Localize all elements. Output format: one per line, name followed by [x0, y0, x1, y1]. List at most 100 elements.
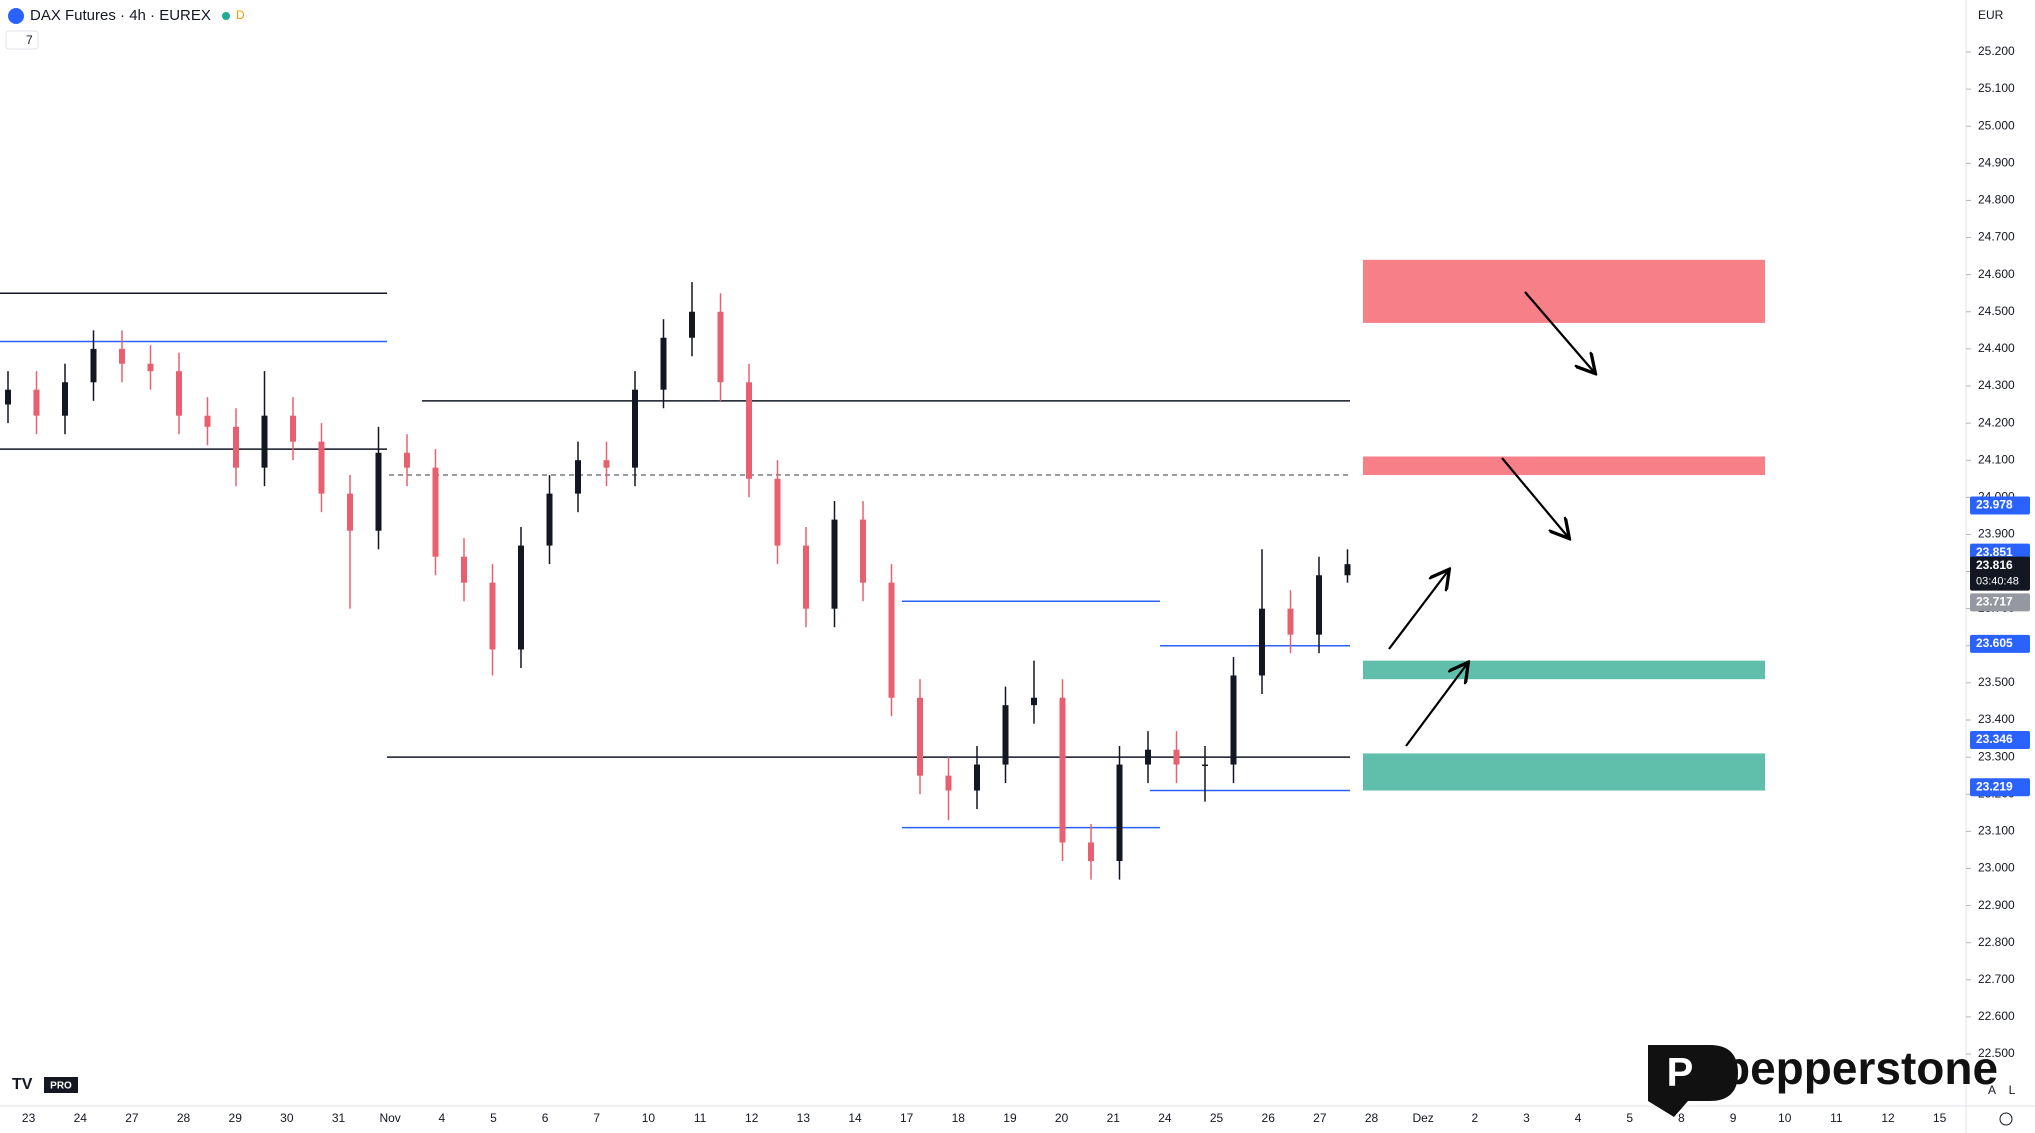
y-tick-label: 24.800: [1978, 193, 2015, 207]
x-tick-label: 9: [1730, 1111, 1737, 1125]
x-tick-label: 8: [1678, 1111, 1685, 1125]
y-tick-label: 24.100: [1978, 452, 2015, 466]
x-tick-label: 25: [1210, 1111, 1224, 1125]
y-tick-label: 23.000: [1978, 861, 2015, 875]
candle-body: [119, 348, 125, 364]
candle-body: [1344, 564, 1351, 576]
candle-body: [1259, 608, 1265, 676]
candle-body: [860, 519, 866, 583]
candle-body: [318, 441, 325, 494]
x-tick-label: 26: [1262, 1111, 1276, 1125]
candle-body: [176, 371, 182, 416]
x-tick-label: Dez: [1412, 1111, 1433, 1125]
candle-body: [632, 389, 638, 468]
currency: EUR: [1978, 8, 2004, 22]
candle-body: [746, 382, 752, 479]
arrow: [1501, 457, 1568, 537]
x-tick-label: 28: [1365, 1111, 1379, 1125]
x-tick-label: 11: [1830, 1111, 1843, 1125]
x-tick-label: 29: [229, 1111, 243, 1125]
candle-body: [261, 415, 268, 468]
y-tick-label: 24.700: [1978, 230, 2015, 244]
tv-pro-box: [44, 1077, 78, 1093]
scale-button[interactable]: A: [1988, 1083, 1996, 1097]
y-tick-label: 22.800: [1978, 935, 2015, 949]
arrow: [1388, 571, 1448, 650]
price-badge: [1970, 496, 2030, 515]
x-tick-label: 15: [1933, 1111, 1947, 1125]
price-badge: [1970, 634, 2030, 653]
candle-body: [974, 764, 980, 791]
candle-body: [33, 389, 40, 416]
x-tick-label: 10: [1778, 1111, 1792, 1125]
zone: [1363, 259, 1765, 323]
price-badge-label: 23.346: [1976, 732, 2013, 746]
candle-body: [5, 389, 11, 405]
price-badge: [1970, 778, 2030, 797]
candle-body: [803, 545, 809, 609]
y-tick-label: 24.600: [1978, 267, 2015, 281]
candle-body: [1088, 842, 1094, 862]
symbol-icon: [8, 8, 24, 24]
symbol-title: DAX Futures · 4h · EUREX: [30, 7, 211, 24]
x-tick-label: 5: [490, 1111, 497, 1125]
y-tick-label: 23.500: [1978, 675, 2015, 689]
price-badge-label: 23.978: [1976, 498, 2013, 512]
y-tick-label: 22.600: [1978, 1009, 2015, 1023]
candle-body: [831, 519, 838, 609]
candle-body: [689, 311, 695, 338]
candle-body: [147, 363, 154, 372]
candle-body: [1031, 697, 1037, 706]
x-tick-label: 30: [280, 1111, 294, 1125]
price-badge-label: 23.816: [1976, 558, 2013, 572]
candle-body: [1002, 705, 1009, 765]
candle-body: [717, 311, 724, 383]
y-tick-label: 24.300: [1978, 378, 2015, 392]
x-tick-label: Nov: [379, 1111, 400, 1125]
candle-body: [660, 337, 667, 390]
candle-body: [518, 545, 524, 650]
x-tick-label: 6: [542, 1111, 549, 1125]
candle-body: [347, 493, 353, 531]
y-tick-label: 22.500: [1978, 1046, 2015, 1060]
x-tick-label: 19: [1003, 1111, 1017, 1125]
candle-body: [461, 556, 467, 583]
x-tick-label: 27: [125, 1111, 139, 1125]
y-tick-label: 25.100: [1978, 81, 2015, 95]
settings-icon[interactable]: [1999, 1112, 2013, 1126]
tv-pro: PRO: [50, 1081, 72, 1092]
x-tick-label: 17: [900, 1111, 914, 1125]
status-dot: [222, 12, 230, 20]
candle-body: [1145, 749, 1151, 765]
x-tick-label: 20: [1055, 1111, 1069, 1125]
y-tick-label: 24.900: [1978, 155, 2015, 169]
y-tick-label: 25.200: [1978, 44, 2015, 58]
x-tick-label: 11: [694, 1111, 707, 1125]
candle-body: [489, 582, 496, 650]
x-tick-label: 12: [1881, 1111, 1895, 1125]
y-tick-label: 23.100: [1978, 824, 2015, 838]
candle-body: [1316, 575, 1322, 635]
scale-button[interactable]: L: [2009, 1083, 2016, 1097]
candle-body: [90, 348, 97, 383]
candle-body: [1173, 749, 1180, 765]
price-badge: [1970, 731, 2030, 750]
indicator-toggle[interactable]: [5, 30, 39, 50]
x-tick-label: 4: [438, 1111, 445, 1125]
candle-body: [603, 460, 610, 468]
candle-body: [945, 775, 952, 791]
candle-body: [233, 426, 239, 468]
y-tick-label: 23.900: [1978, 527, 2015, 541]
candle-body: [1116, 764, 1123, 862]
candle-body: [888, 582, 895, 698]
x-tick-label: 2: [1471, 1111, 1478, 1125]
zone: [1363, 753, 1765, 791]
candle-body: [1287, 608, 1294, 635]
x-tick-label: 3: [1523, 1111, 1530, 1125]
y-tick-label: 22.700: [1978, 972, 2015, 986]
candle-body: [290, 415, 296, 442]
x-tick-label: 13: [797, 1111, 811, 1125]
candle-body: [774, 478, 781, 546]
x-tick-label: 21: [1107, 1111, 1121, 1125]
